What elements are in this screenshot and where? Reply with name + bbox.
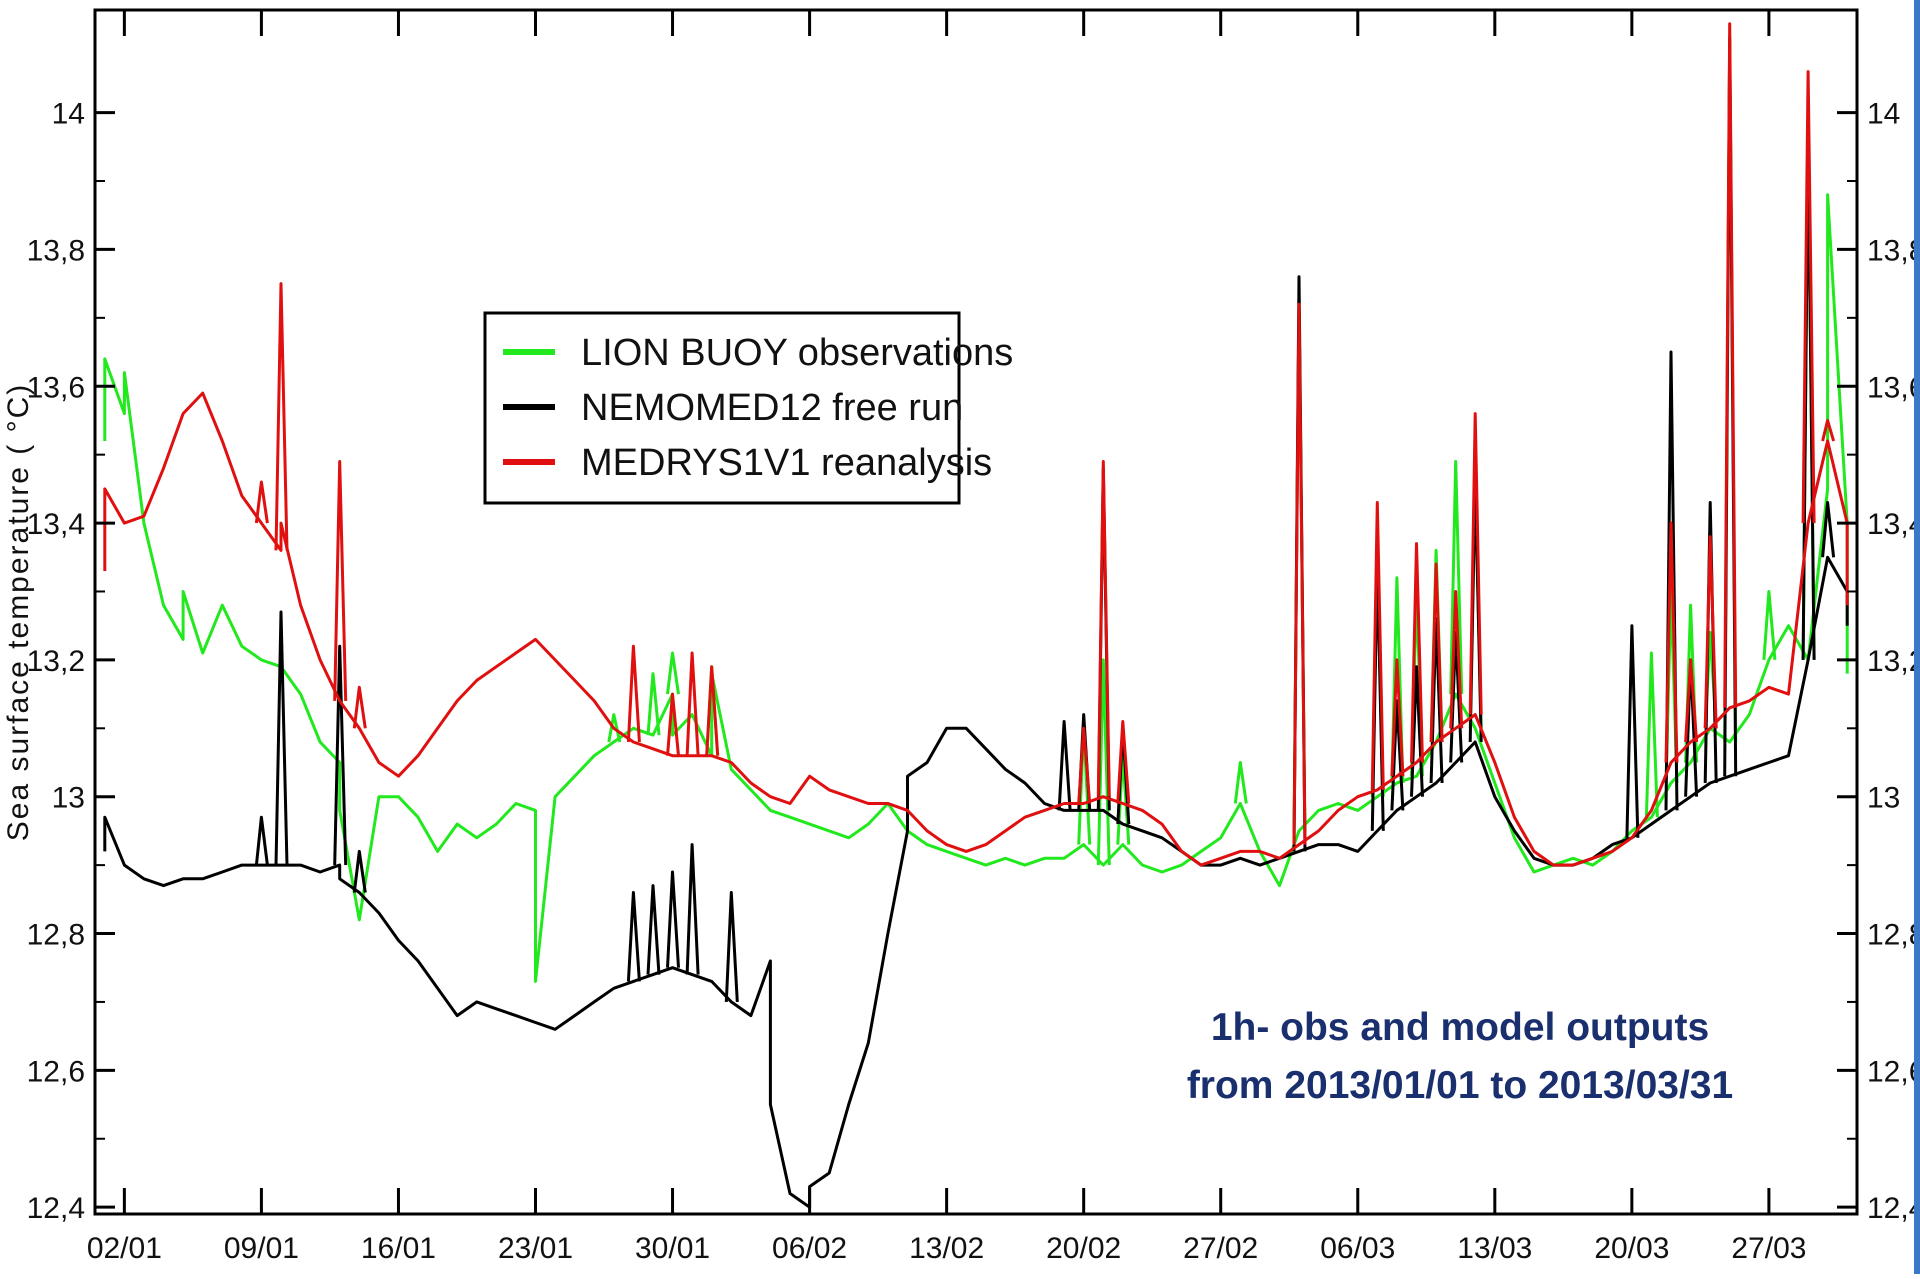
series-3-spike bbox=[1684, 658, 1699, 743]
annotation-line-2: from 2013/01/01 to 2013/03/31 bbox=[1187, 1064, 1733, 1107]
series-3-spike bbox=[1410, 542, 1424, 763]
series-3-spike bbox=[274, 282, 289, 551]
series-1-spike bbox=[1762, 590, 1777, 661]
series-3-spike bbox=[1292, 302, 1307, 845]
x-tick-label: 06/02 bbox=[772, 1232, 847, 1265]
series-2-spike bbox=[333, 644, 348, 866]
series-1-spike bbox=[646, 672, 661, 736]
x-tick-label: 20/02 bbox=[1046, 1232, 1121, 1265]
legend-items: LION BUOY observations NEMOMED12 free run… bbox=[503, 332, 1013, 484]
y-tick-label-left: 13,8 bbox=[27, 234, 85, 267]
series-3-spike bbox=[1116, 720, 1131, 804]
y-tick-label-right: 14 bbox=[1867, 98, 1900, 131]
x-tick-label: 09/01 bbox=[224, 1232, 299, 1265]
axes-layer: 12,4 12,4 12,6 12,6 12,8 12,8 13 13 13,2 13,2 13,4… bbox=[27, 10, 1920, 1265]
legend: LION BUOY observations NEMOMED12 free run… bbox=[483, 311, 1013, 505]
series-1-spike bbox=[1644, 651, 1659, 818]
series-line-3 bbox=[103, 391, 1849, 867]
series-1-spike bbox=[666, 651, 680, 695]
series-3-spike bbox=[1723, 22, 1738, 708]
legend-label-3: MEDRYS1V1 reanalysis bbox=[581, 442, 992, 484]
x-tick-label: 16/01 bbox=[361, 1232, 436, 1265]
series-2-spike bbox=[666, 870, 680, 968]
y-axis-title: Sea surface temperature ( °C) bbox=[2, 383, 35, 842]
series-3-spike bbox=[333, 460, 348, 701]
y-tick-label-right: 12,4 bbox=[1867, 1192, 1920, 1225]
series-1-spike bbox=[1233, 761, 1248, 804]
series-3-spike bbox=[1468, 412, 1483, 715]
x-tick-label: 30/01 bbox=[635, 1232, 710, 1265]
series-layer bbox=[103, 22, 1849, 1209]
y-tick-label-right: 13 bbox=[1867, 782, 1900, 815]
y-tick-label-left: 13 bbox=[52, 782, 85, 815]
series-1-spike bbox=[1449, 460, 1464, 695]
x-tick-label: 13/03 bbox=[1457, 1232, 1532, 1265]
legend-label-2: NEMOMED12 free run bbox=[581, 387, 963, 429]
series-2-spike bbox=[1625, 624, 1640, 838]
series-3-spike bbox=[1703, 535, 1718, 729]
series-2-spike bbox=[724, 891, 739, 1002]
x-tick-label: 20/03 bbox=[1594, 1232, 1669, 1265]
y-tick-label-right: 13,8 bbox=[1867, 234, 1920, 267]
x-tick-label: 06/03 bbox=[1320, 1232, 1395, 1265]
series-2-spike bbox=[352, 849, 367, 893]
series-3-spike bbox=[1390, 658, 1405, 777]
y-tick-label-right: 13,2 bbox=[1867, 645, 1920, 678]
y-tick-label-left: 13,4 bbox=[27, 508, 85, 541]
series-2-spike bbox=[626, 891, 641, 982]
series-2-spike bbox=[1057, 720, 1072, 811]
series-3-spike bbox=[666, 692, 680, 756]
series-2-spike bbox=[274, 610, 289, 866]
series-line-1 bbox=[103, 193, 1849, 983]
y-tick-label-left: 14 bbox=[52, 98, 85, 131]
x-tick-label: 23/01 bbox=[498, 1232, 573, 1265]
series-3-spike bbox=[685, 651, 700, 756]
legend-box bbox=[483, 311, 961, 505]
x-tick-label: 02/01 bbox=[87, 1232, 162, 1265]
y-tick-label-left: 12,8 bbox=[27, 919, 85, 952]
series-3-spike bbox=[1664, 521, 1679, 763]
y-tick-label-left: 12,6 bbox=[27, 1055, 85, 1088]
y-tick-label-right: 13,4 bbox=[1867, 508, 1920, 541]
right-edge-strip bbox=[1914, 0, 1920, 1274]
series-2-spike bbox=[254, 815, 269, 866]
y-tick-label-left: 13,6 bbox=[27, 371, 85, 404]
series-2-spike bbox=[685, 843, 700, 975]
series-3-spike bbox=[1801, 70, 1816, 524]
y-tick-label-right: 12,8 bbox=[1867, 919, 1920, 952]
y-tick-label-right: 12,6 bbox=[1867, 1055, 1920, 1088]
annotation-line-1: 1h- obs and model outputs bbox=[1211, 1006, 1709, 1049]
series-3-spike bbox=[254, 480, 269, 524]
series-3-spike bbox=[1821, 419, 1836, 442]
legend-label-1: LION BUOY observations bbox=[581, 332, 1013, 374]
series-3-spike bbox=[1077, 726, 1092, 804]
series-3-spike bbox=[1370, 501, 1385, 790]
series-3-spike bbox=[1096, 460, 1111, 797]
series-2-spike bbox=[1821, 501, 1836, 558]
series-3-spike bbox=[1429, 562, 1444, 743]
series-3-spike bbox=[705, 665, 720, 756]
x-tick-label: 27/03 bbox=[1731, 1232, 1806, 1265]
series-3-spike bbox=[352, 685, 367, 729]
y-tick-label-right: 13,6 bbox=[1867, 371, 1920, 404]
x-tick-label: 13/02 bbox=[909, 1232, 984, 1265]
series-3-spike bbox=[626, 644, 641, 743]
y-tick-label-left: 13,2 bbox=[27, 645, 85, 678]
annotation: 1h- obs and model outputs from 2013/01/0… bbox=[1187, 1006, 1733, 1107]
plot-frame bbox=[93, 8, 1859, 1216]
series-2-spike bbox=[646, 884, 661, 975]
x-tick-label: 27/02 bbox=[1183, 1232, 1258, 1265]
y-tick-label-left: 12,4 bbox=[27, 1192, 85, 1225]
series-3-spike bbox=[1449, 590, 1464, 729]
